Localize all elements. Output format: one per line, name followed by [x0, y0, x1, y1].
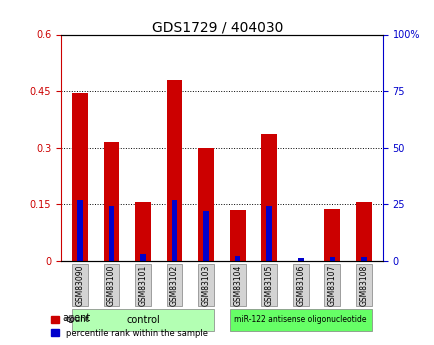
Bar — [360, 257, 366, 260]
Text: GSM83100: GSM83100 — [107, 265, 115, 306]
Text: GSM83106: GSM83106 — [296, 265, 305, 306]
FancyBboxPatch shape — [198, 264, 214, 306]
Bar — [198, 148, 214, 260]
FancyBboxPatch shape — [229, 308, 371, 331]
Bar — [229, 210, 245, 260]
Bar — [103, 142, 119, 260]
FancyBboxPatch shape — [135, 264, 151, 306]
Legend: count, percentile rank within the sample: count, percentile rank within the sample — [48, 312, 211, 341]
Text: GSM83107: GSM83107 — [327, 265, 336, 306]
Bar — [261, 134, 276, 260]
FancyBboxPatch shape — [229, 264, 245, 306]
FancyBboxPatch shape — [292, 264, 308, 306]
Text: control: control — [126, 315, 159, 325]
Text: GSM83102: GSM83102 — [170, 265, 179, 306]
FancyBboxPatch shape — [355, 264, 371, 306]
Bar — [329, 257, 334, 260]
Bar — [166, 80, 182, 260]
Bar — [171, 199, 177, 260]
Text: GSM83101: GSM83101 — [138, 265, 147, 306]
Bar — [135, 202, 151, 260]
Bar — [297, 258, 303, 260]
Bar — [203, 211, 208, 260]
Text: agent: agent — [62, 314, 91, 324]
Text: GSM83105: GSM83105 — [264, 265, 273, 306]
Text: GSM83108: GSM83108 — [358, 265, 368, 306]
FancyBboxPatch shape — [103, 264, 119, 306]
Text: miR-122 antisense oligonucleotide: miR-122 antisense oligonucleotide — [234, 315, 366, 324]
Bar — [140, 254, 145, 260]
Text: GDS1729 / 404030: GDS1729 / 404030 — [151, 21, 283, 35]
Text: GSM83103: GSM83103 — [201, 265, 210, 306]
FancyBboxPatch shape — [324, 264, 339, 306]
Text: GSM83104: GSM83104 — [233, 265, 242, 306]
Bar — [234, 256, 240, 260]
Bar — [355, 202, 371, 260]
FancyBboxPatch shape — [72, 308, 214, 331]
Bar — [324, 209, 339, 260]
Bar — [72, 93, 88, 260]
FancyBboxPatch shape — [166, 264, 182, 306]
Bar — [77, 199, 82, 260]
Text: GSM83090: GSM83090 — [75, 265, 84, 306]
FancyBboxPatch shape — [261, 264, 276, 306]
FancyBboxPatch shape — [72, 264, 88, 306]
Bar — [108, 206, 114, 260]
Bar — [266, 206, 271, 260]
